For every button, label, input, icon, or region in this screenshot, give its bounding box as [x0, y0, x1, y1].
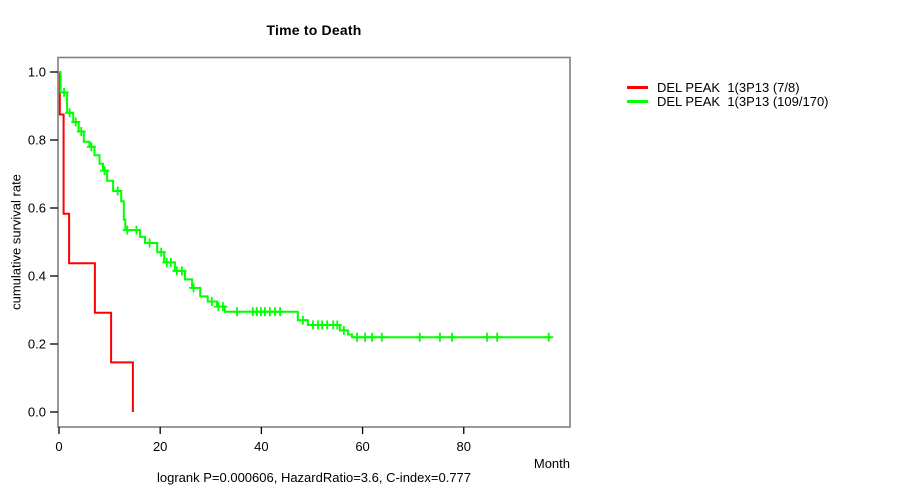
legend-item: DEL PEAK 1(3P13 (7/8) — [627, 80, 829, 95]
y-tick-label: 0.0 — [28, 405, 46, 420]
stats-annotation: logrank P=0.000606, HazardRatio=3.6, C-i… — [156, 470, 472, 485]
plot-title: Time to Death — [266, 22, 362, 38]
plot-box — [57, 56, 571, 428]
legend-item: DEL PEAK 1(3P13 (109/170) — [627, 94, 829, 110]
x-tick-label: 40 — [254, 439, 268, 454]
legend-label: DEL PEAK 1(3P13 (109/170) — [657, 94, 829, 110]
km-curve-group-low-risk — [59, 71, 551, 339]
legend-line-icon — [627, 85, 648, 89]
x-tick-label: 80 — [457, 439, 471, 454]
y-tick-label: 0.4 — [28, 269, 46, 284]
legend-line-icon — [627, 100, 648, 104]
legend-label: DEL PEAK 1(3P13 (7/8) — [657, 79, 800, 95]
x-tick-label: 60 — [355, 439, 369, 454]
y-tick-label: 0.8 — [28, 133, 46, 148]
legend: DEL PEAK 1(3P13 (7/8) DEL PEAK 1(3P13 (1… — [627, 80, 829, 109]
x-tick-label: 20 — [153, 439, 167, 454]
y-tick-label: 0.6 — [28, 201, 46, 216]
x-axis-label: Month — [533, 456, 570, 471]
km-curve-group-high-risk — [58, 71, 134, 412]
x-tick-label: 0 — [55, 439, 62, 454]
y-tick-label: 1.0 — [28, 65, 46, 80]
y-tick-label: 0.2 — [28, 337, 46, 352]
